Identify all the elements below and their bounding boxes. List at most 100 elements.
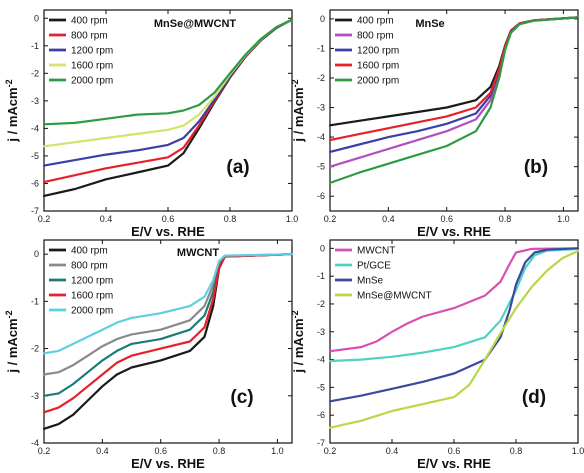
legend-label: 2000 rpm bbox=[71, 76, 113, 87]
y-tick-label: -6 bbox=[317, 191, 325, 201]
panel-title: MnSe bbox=[415, 18, 444, 30]
series-line bbox=[328, 16, 580, 184]
y-axis-label-text: j / mAcm bbox=[291, 87, 306, 142]
x-tick-label: 0.4 bbox=[382, 214, 395, 224]
y-tick-label: -1 bbox=[317, 271, 325, 281]
x-tick-label: 0.8 bbox=[499, 214, 512, 224]
legend-label: MnSe bbox=[357, 276, 384, 287]
legend-label: 1200 rpm bbox=[71, 276, 113, 287]
series-line bbox=[328, 250, 580, 429]
legend-label: 1600 rpm bbox=[71, 61, 113, 72]
y-axis-label-superscript: -2 bbox=[4, 79, 14, 87]
series-line bbox=[42, 253, 294, 355]
panel-label: (d) bbox=[522, 387, 546, 408]
y-axis-label: j / mAcm-2 bbox=[4, 310, 20, 373]
x-tick-label: 1.0 bbox=[572, 446, 584, 456]
y-tick-label: 0 bbox=[320, 243, 325, 253]
y-tick-label: -3 bbox=[317, 103, 325, 113]
legend-label: MnSe@MWCNT bbox=[357, 291, 432, 302]
y-tick-label: -2 bbox=[31, 344, 39, 354]
y-tick-label: -1 bbox=[317, 43, 325, 53]
x-tick-label: 0.2 bbox=[38, 446, 51, 456]
panel-title: MWCNT bbox=[177, 247, 219, 259]
legend-label: 400 rpm bbox=[71, 16, 108, 27]
x-axis-label: E/V vs. RHE bbox=[131, 224, 205, 239]
legend-label: 800 rpm bbox=[71, 261, 108, 272]
x-axis-label: E/V vs. RHE bbox=[417, 224, 491, 239]
plot-frame bbox=[329, 9, 579, 212]
legend-label: MWCNT bbox=[357, 246, 395, 257]
x-tick-label: 0.6 bbox=[440, 214, 453, 224]
legend-label: 800 rpm bbox=[71, 31, 108, 42]
legend-label: 2000 rpm bbox=[357, 76, 399, 87]
y-tick-label: -4 bbox=[317, 355, 325, 365]
y-axis-label-text: j / mAcm bbox=[5, 318, 20, 373]
x-tick-label: 0.4 bbox=[96, 446, 109, 456]
y-axis-label: j / mAcm-2 bbox=[290, 310, 306, 373]
series-line bbox=[42, 18, 294, 167]
series-line bbox=[328, 247, 580, 363]
panel-a: 0.2 0.4 0.6 0.8 1.0 -7 -6 -5 -4 -3 -2 -1 0 400 rpm 800… bbox=[4, 9, 299, 239]
panel-label: (c) bbox=[230, 387, 253, 408]
x-tick-label: 0.8 bbox=[213, 446, 226, 456]
series-line bbox=[42, 253, 294, 414]
legend-label: 2000 rpm bbox=[71, 306, 113, 317]
y-tick-label: -3 bbox=[31, 96, 39, 106]
panel-b: 0.2 0.4 0.6 0.8 1.0 -6 -5 -4 -3 -2 -1 0 400 rpm 800 r… bbox=[290, 9, 580, 239]
y-tick-label: -6 bbox=[317, 410, 325, 420]
y-axis-label-superscript: -2 bbox=[290, 79, 300, 87]
y-tick-label: -6 bbox=[31, 178, 39, 188]
panel-title: MnSe@MWCNT bbox=[154, 18, 236, 30]
y-tick-label: -4 bbox=[31, 123, 39, 133]
y-axis-label: j / mAcm-2 bbox=[290, 79, 306, 142]
x-tick-label: 0.8 bbox=[224, 214, 237, 224]
legend-label: 400 rpm bbox=[71, 246, 108, 257]
x-tick-label: 0.8 bbox=[510, 446, 523, 456]
legend-label: 800 rpm bbox=[357, 31, 394, 42]
legend-label: 1600 rpm bbox=[357, 61, 399, 72]
y-tick-label: -2 bbox=[317, 73, 325, 83]
panel-label: (a) bbox=[226, 157, 249, 178]
x-tick-label: 0.6 bbox=[448, 446, 461, 456]
legend-label: 1200 rpm bbox=[71, 46, 113, 57]
x-tick-label: 1.0 bbox=[271, 446, 284, 456]
x-tick-label: 0.2 bbox=[324, 214, 337, 224]
y-tick-label: -4 bbox=[317, 132, 325, 142]
y-tick-label: -5 bbox=[317, 382, 325, 392]
x-tick-label: 0.4 bbox=[100, 214, 113, 224]
y-tick-label: -2 bbox=[317, 299, 325, 309]
x-tick-label: 1.0 bbox=[286, 214, 299, 224]
y-tick-label: -4 bbox=[31, 438, 39, 448]
legend-label: Pt/GCE bbox=[357, 261, 391, 272]
y-axis-label-superscript: -2 bbox=[4, 310, 14, 318]
series-line bbox=[328, 247, 580, 403]
y-tick-label: -2 bbox=[31, 68, 39, 78]
y-tick-label: -5 bbox=[317, 162, 325, 172]
legend-label: 400 rpm bbox=[357, 16, 394, 27]
y-axis-label-text: j / mAcm bbox=[291, 318, 306, 373]
legend-label: 1200 rpm bbox=[357, 46, 399, 57]
y-tick-label: 0 bbox=[34, 13, 39, 23]
x-tick-label: 0.4 bbox=[386, 446, 399, 456]
y-axis-label-text: j / mAcm bbox=[5, 87, 20, 142]
y-tick-label: -7 bbox=[317, 438, 325, 448]
legend-label: 1600 rpm bbox=[71, 291, 113, 302]
y-tick-label: 0 bbox=[34, 249, 39, 259]
y-tick-label: -3 bbox=[317, 327, 325, 337]
y-tick-label: -1 bbox=[31, 296, 39, 306]
y-tick-label: 0 bbox=[320, 14, 325, 24]
series-line bbox=[328, 247, 580, 353]
y-tick-label: -1 bbox=[31, 41, 39, 51]
x-axis-label: E/V vs. RHE bbox=[131, 456, 205, 471]
panel-d: 0.2 0.4 0.6 0.8 1.0 -7 -6 -5 -4 -3 -2 -1 0 MWCNT Pt/GC… bbox=[290, 239, 584, 471]
x-tick-label: 0.2 bbox=[38, 214, 51, 224]
x-tick-label: 0.6 bbox=[154, 446, 167, 456]
y-axis-label: j / mAcm-2 bbox=[4, 79, 20, 142]
y-tick-label: -7 bbox=[31, 206, 39, 216]
plot-frame bbox=[43, 239, 293, 444]
y-axis-label-superscript: -2 bbox=[290, 310, 300, 318]
x-tick-label: 1.0 bbox=[557, 214, 570, 224]
panel-label: (b) bbox=[524, 157, 548, 178]
y-tick-label: -5 bbox=[31, 151, 39, 161]
